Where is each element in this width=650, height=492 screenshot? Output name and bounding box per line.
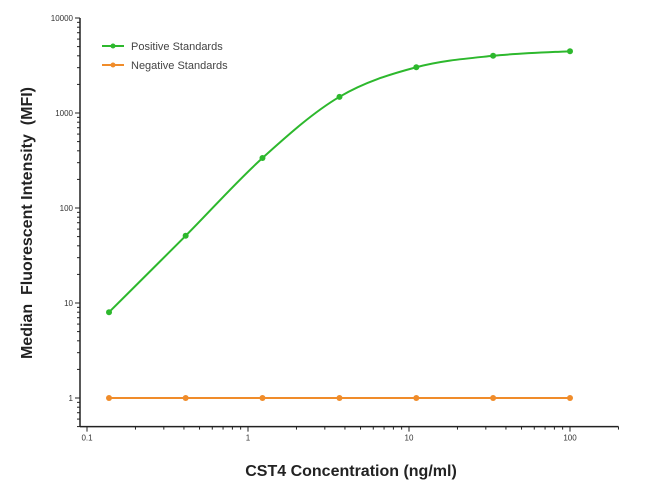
x-tick-label: 0.1: [81, 434, 93, 443]
negative-standards-point: [490, 395, 497, 401]
negative-standards-point: [182, 395, 189, 401]
positive-standards-point: [490, 52, 497, 59]
y-tick-label: 100: [60, 204, 74, 213]
x-tick-label: 100: [563, 434, 577, 443]
positive-standards-point: [413, 64, 420, 71]
y-tick-label: 10: [64, 299, 73, 308]
y-axis-label: Median Fluorescent Intensity (MFI): [19, 87, 36, 359]
y-tick-label: 10000: [51, 14, 74, 23]
x-axis-label: CST4 Concentration (ng/ml): [245, 463, 457, 480]
positive-standards-point: [182, 232, 189, 239]
y-tick-label: 1000: [55, 109, 73, 118]
negative-standards-legend-marker: [110, 62, 116, 68]
negative-standards-point: [106, 395, 113, 401]
negative-standards-legend-label: Negative Standards: [131, 60, 228, 72]
negative-standards-point: [259, 395, 266, 401]
positive-standards-point: [567, 48, 573, 55]
positive-standards-point: [336, 93, 343, 100]
y-tick-label: 1: [69, 394, 74, 403]
positive-standards-legend-label: Positive Standards: [131, 41, 223, 53]
positive-standards-point: [106, 309, 113, 316]
x-tick-label: 1: [246, 434, 251, 443]
negative-standards-point: [413, 395, 420, 401]
positive-standards-legend-marker: [110, 43, 116, 49]
positive-standards-point: [259, 154, 266, 161]
negative-standards-point: [567, 395, 573, 401]
negative-standards-point: [336, 395, 343, 401]
x-tick-label: 10: [405, 434, 414, 443]
positive-standards-line: [108, 50, 571, 313]
